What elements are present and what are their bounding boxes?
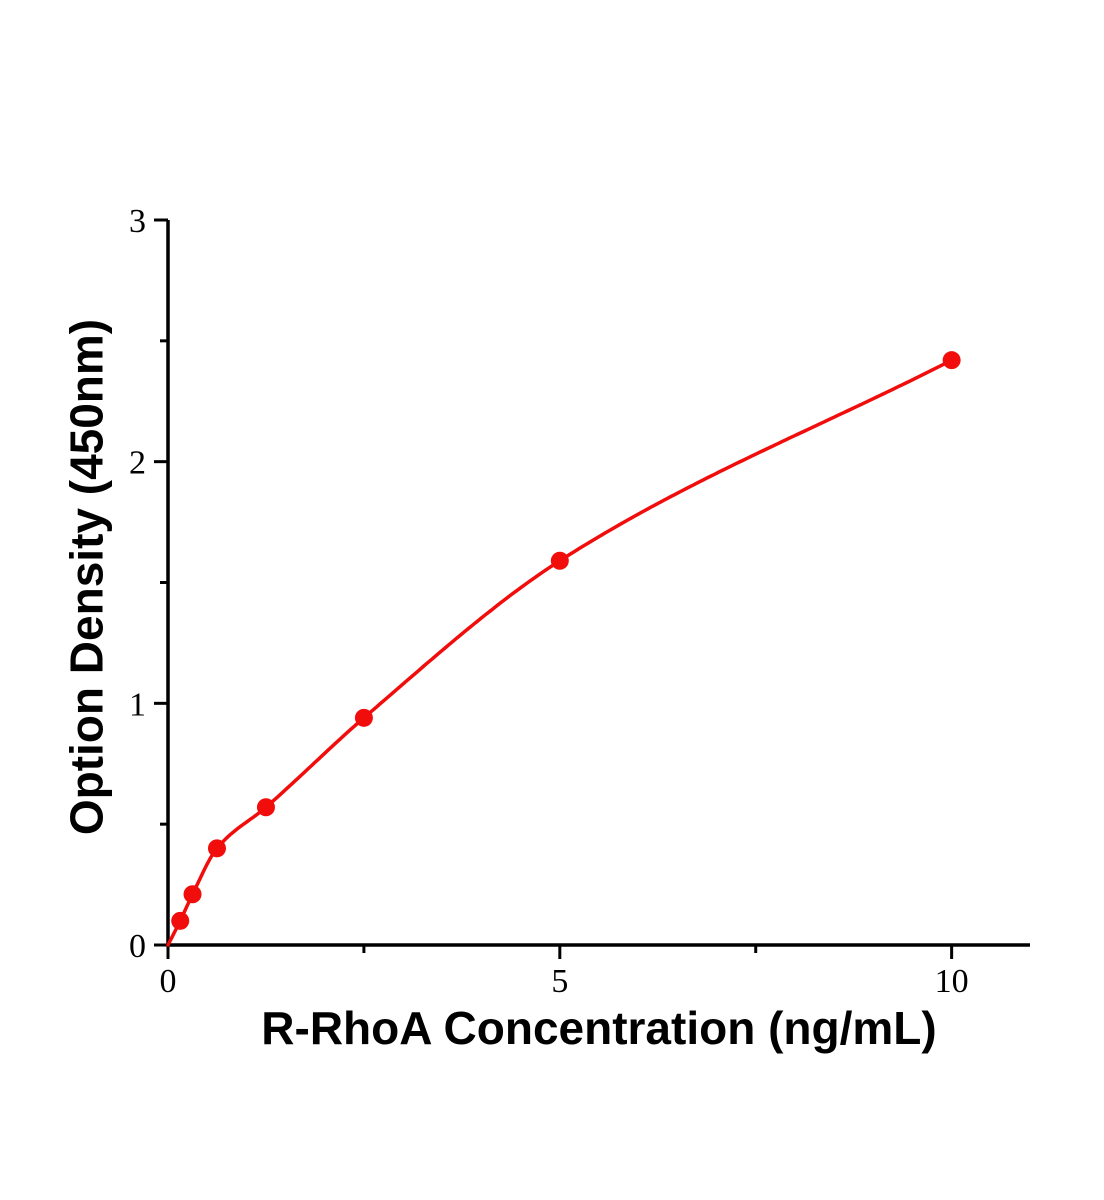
y-tick-label: 3: [129, 203, 146, 240]
x-tick-label: 10: [935, 963, 969, 1000]
axes-lines: [166, 220, 1030, 947]
x-tick-label: 0: [160, 963, 177, 1000]
x-tick-label: 5: [551, 963, 568, 1000]
data-point: [183, 885, 202, 904]
data-point: [942, 351, 961, 370]
y-tick-label: 2: [129, 445, 146, 482]
data-point: [354, 708, 373, 727]
data-point: [550, 551, 569, 570]
standard-curve-line: [166, 358, 954, 947]
y-tick-label: 0: [129, 928, 146, 965]
data-point: [207, 839, 226, 858]
y-axis-title: Option Density (450nm): [60, 318, 113, 836]
data-point: [171, 911, 190, 930]
data-point: [256, 798, 275, 817]
y-tick-label: 1: [129, 686, 146, 723]
x-axis-title: R-RhoA Concentration (ng/mL): [261, 1002, 937, 1054]
